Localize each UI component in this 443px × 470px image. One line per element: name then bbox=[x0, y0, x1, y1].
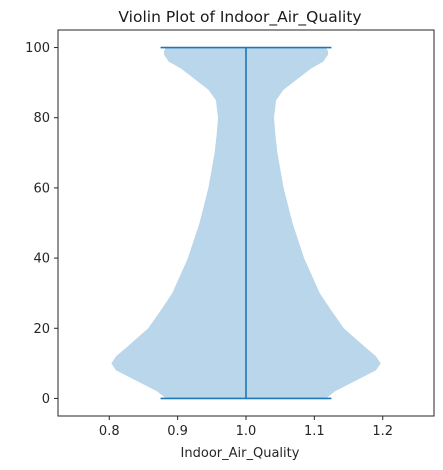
chart-title: Violin Plot of Indoor_Air_Quality bbox=[118, 8, 361, 27]
x-axis: 0.8 0.9 1.0 1.1 1.2 bbox=[99, 416, 393, 439]
y-axis: 0 20 40 60 80 100 bbox=[25, 41, 58, 407]
x-tick-label: 0.8 bbox=[99, 424, 120, 439]
y-tick-label: 60 bbox=[33, 181, 50, 196]
x-tick-label: 1.2 bbox=[372, 424, 393, 439]
y-tick-label: 40 bbox=[33, 252, 50, 267]
y-tick-label: 100 bbox=[25, 41, 50, 56]
x-axis-title: Indoor_Air_Quality bbox=[181, 446, 300, 461]
plot-area bbox=[111, 46, 381, 400]
x-tick-label: 1.1 bbox=[304, 424, 325, 439]
x-tick-label: 1.0 bbox=[236, 424, 257, 439]
y-tick-label: 0 bbox=[42, 392, 50, 407]
y-tick-label: 20 bbox=[33, 322, 50, 337]
y-tick-label: 80 bbox=[33, 111, 50, 126]
x-tick-label: 0.9 bbox=[167, 424, 188, 439]
